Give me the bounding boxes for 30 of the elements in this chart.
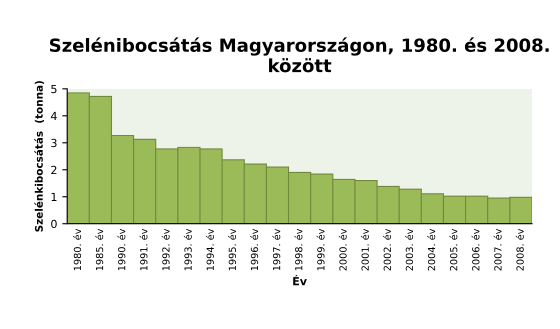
x-tick-label: 1993. év: [184, 228, 192, 270]
x-tick-label: 1990. év: [117, 228, 126, 270]
x-tick-label: 2004. év: [427, 228, 436, 271]
x-tick-label: 2002. év: [383, 228, 391, 271]
x-tick-label: 1995. év: [228, 228, 236, 270]
y-tick-label: 0: [51, 220, 57, 228]
y-tick-label: 4: [50, 112, 57, 120]
x-tick-label: 2008. év: [516, 228, 524, 271]
x-axis-title: Év: [293, 274, 307, 286]
x-tick-label: 1994. év: [206, 228, 214, 270]
y-tick-label: 3: [51, 138, 57, 148]
y-tick-label: 5: [51, 84, 57, 94]
x-tick-label: 1997. év: [272, 228, 280, 270]
x-tick-label: 2003. év: [405, 228, 414, 271]
x-tick-label: 1992. év: [162, 228, 170, 270]
x-tick-label: 1980. év: [73, 228, 82, 270]
x-tick-label: 1996. év: [250, 228, 258, 270]
chart-title: Szelénibocsátás Magyarországon, 1980. és 2008. között: [50, 37, 549, 72]
x-tick-label: 1991. év: [140, 228, 148, 270]
x-tick-label: 2005. év: [449, 228, 458, 271]
x-tick-label: 1985. év: [95, 228, 104, 270]
x-tick-label: 2007. év: [494, 228, 502, 271]
y-axis-title: Szelénkibocsátás (tonna): [34, 81, 44, 232]
x-tick-label: 2006. év: [472, 228, 480, 271]
x-tick-label: 1999. év: [316, 228, 325, 270]
x-tick-label: 2000. év: [338, 228, 347, 271]
x-tick-label: 2001. év: [360, 228, 369, 271]
x-tick-label: 1998. év: [294, 228, 302, 270]
y-tick-label: 1: [52, 192, 56, 201]
y-tick-label: 2: [51, 166, 56, 174]
